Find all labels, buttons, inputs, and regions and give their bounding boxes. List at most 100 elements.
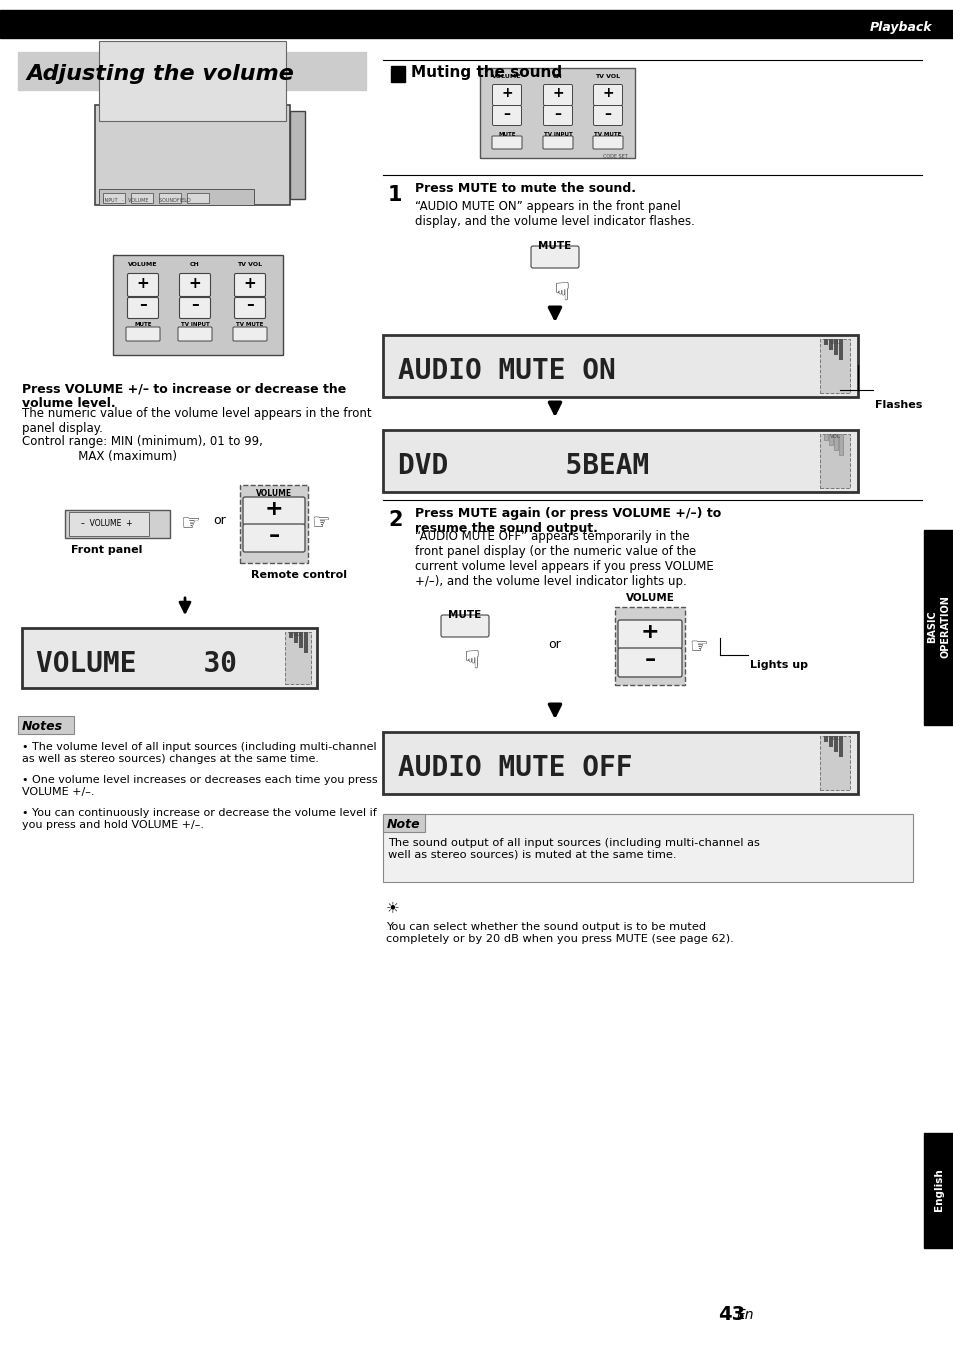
Text: +: + xyxy=(640,621,659,642)
FancyBboxPatch shape xyxy=(618,648,681,677)
Bar xyxy=(69,512,149,537)
Bar xyxy=(289,632,293,638)
Bar xyxy=(187,193,209,204)
Bar xyxy=(382,430,857,492)
Text: CH: CH xyxy=(553,74,562,80)
Bar xyxy=(820,434,849,488)
Text: –: – xyxy=(268,526,279,546)
FancyBboxPatch shape xyxy=(243,524,305,551)
Bar xyxy=(290,111,305,200)
Bar xyxy=(285,632,311,683)
Bar xyxy=(99,189,253,205)
Bar xyxy=(823,434,827,439)
Bar xyxy=(823,736,827,741)
Bar xyxy=(112,255,283,355)
Text: MUTE: MUTE xyxy=(497,132,516,136)
Bar xyxy=(103,193,125,204)
Text: “AUDIO MUTE OFF” appears temporarily in the
front panel display (or the numeric : “AUDIO MUTE OFF” appears temporarily in … xyxy=(415,530,713,588)
Text: –: – xyxy=(604,106,611,121)
Text: 1: 1 xyxy=(388,185,402,205)
Bar xyxy=(65,510,170,538)
FancyBboxPatch shape xyxy=(542,136,573,150)
Text: Lights up: Lights up xyxy=(749,661,807,670)
Bar xyxy=(479,67,635,158)
Bar xyxy=(0,9,953,38)
Bar xyxy=(838,736,842,758)
Text: Press MUTE again (or press VOLUME +/–) to
resume the sound output.: Press MUTE again (or press VOLUME +/–) t… xyxy=(415,507,720,535)
Text: –: – xyxy=(503,106,510,121)
Text: –: – xyxy=(554,106,561,121)
Text: Press VOLUME +/– to increase or decrease the
volume level.: Press VOLUME +/– to increase or decrease… xyxy=(22,381,346,410)
Text: VOLUME    30: VOLUME 30 xyxy=(36,650,236,678)
Bar xyxy=(18,716,74,735)
Text: VOL: VOL xyxy=(829,434,840,439)
Text: +: + xyxy=(136,275,150,291)
Bar xyxy=(382,732,857,794)
Text: INPUT   ·   VOLUME   ·   SOUNDFIELD: INPUT · VOLUME · SOUNDFIELD xyxy=(103,198,191,204)
Text: +: + xyxy=(500,86,513,100)
Text: TV INPUT: TV INPUT xyxy=(543,132,572,136)
FancyBboxPatch shape xyxy=(593,85,622,105)
Text: CODE SET: CODE SET xyxy=(602,154,627,159)
Text: +: + xyxy=(552,86,563,100)
FancyBboxPatch shape xyxy=(492,105,521,125)
Text: Playback: Playback xyxy=(868,20,931,34)
Bar xyxy=(22,628,316,687)
FancyBboxPatch shape xyxy=(531,245,578,268)
FancyBboxPatch shape xyxy=(233,328,267,341)
Text: VOL: VOL xyxy=(829,736,840,741)
Text: AUDIO MUTE ON: AUDIO MUTE ON xyxy=(397,357,615,386)
Text: VOL: VOL xyxy=(829,340,840,345)
Bar xyxy=(382,336,857,398)
Bar xyxy=(382,814,424,832)
Text: Control range: MIN (minimum), 01 to 99,
               MAX (maximum): Control range: MIN (minimum), 01 to 99, … xyxy=(22,435,263,462)
Bar xyxy=(294,632,297,643)
Text: TV MUTE: TV MUTE xyxy=(236,322,263,328)
Text: +: + xyxy=(189,275,201,291)
Text: CH: CH xyxy=(190,263,200,267)
Text: –: – xyxy=(643,650,655,670)
Text: +: + xyxy=(264,499,283,519)
Text: AUDIO MUTE OFF: AUDIO MUTE OFF xyxy=(397,754,632,782)
FancyBboxPatch shape xyxy=(543,85,572,105)
Text: +: + xyxy=(601,86,613,100)
Bar xyxy=(382,814,912,882)
Text: MUTE: MUTE xyxy=(537,241,571,251)
Text: Press MUTE to mute the sound.: Press MUTE to mute the sound. xyxy=(415,182,636,195)
FancyBboxPatch shape xyxy=(179,274,211,297)
Text: MUTE: MUTE xyxy=(448,611,481,620)
FancyBboxPatch shape xyxy=(593,136,622,150)
Text: 2: 2 xyxy=(388,510,402,530)
Text: You can select whether the sound output is to be muted
completely or by 20 dB wh: You can select whether the sound output … xyxy=(386,922,733,944)
Bar xyxy=(828,736,832,747)
Bar xyxy=(820,338,849,394)
Text: Flashes: Flashes xyxy=(874,400,922,410)
Text: ☞: ☞ xyxy=(311,514,330,532)
Text: “AUDIO MUTE ON” appears in the front panel
display, and the volume level indicat: “AUDIO MUTE ON” appears in the front pan… xyxy=(415,200,694,228)
Bar xyxy=(838,338,842,360)
FancyBboxPatch shape xyxy=(492,136,521,150)
Text: ☞: ☞ xyxy=(180,514,200,534)
Bar xyxy=(838,434,842,456)
FancyBboxPatch shape xyxy=(440,615,489,638)
FancyBboxPatch shape xyxy=(179,298,211,318)
Text: Muting the sound: Muting the sound xyxy=(411,66,561,81)
Text: or: or xyxy=(548,639,560,651)
Bar xyxy=(99,40,286,121)
Text: –  VOLUME  +: – VOLUME + xyxy=(81,519,132,528)
Text: VOL: VOL xyxy=(293,632,303,638)
Text: Adjusting the volume: Adjusting the volume xyxy=(26,63,294,84)
Text: –: – xyxy=(191,298,198,313)
Text: The numeric value of the volume level appears in the front
panel display.: The numeric value of the volume level ap… xyxy=(22,407,372,435)
Bar xyxy=(923,530,953,725)
Text: VOLUME: VOLUME xyxy=(128,263,157,267)
Bar xyxy=(159,193,181,204)
Text: BASIC
OPERATION: BASIC OPERATION xyxy=(926,596,950,658)
Bar xyxy=(615,607,684,685)
Text: –: – xyxy=(246,298,253,313)
Bar xyxy=(828,338,832,350)
Text: ☀: ☀ xyxy=(386,900,399,915)
Text: Notes: Notes xyxy=(22,720,63,732)
Bar xyxy=(298,632,303,648)
Text: DVD       5BEAM: DVD 5BEAM xyxy=(397,452,649,480)
